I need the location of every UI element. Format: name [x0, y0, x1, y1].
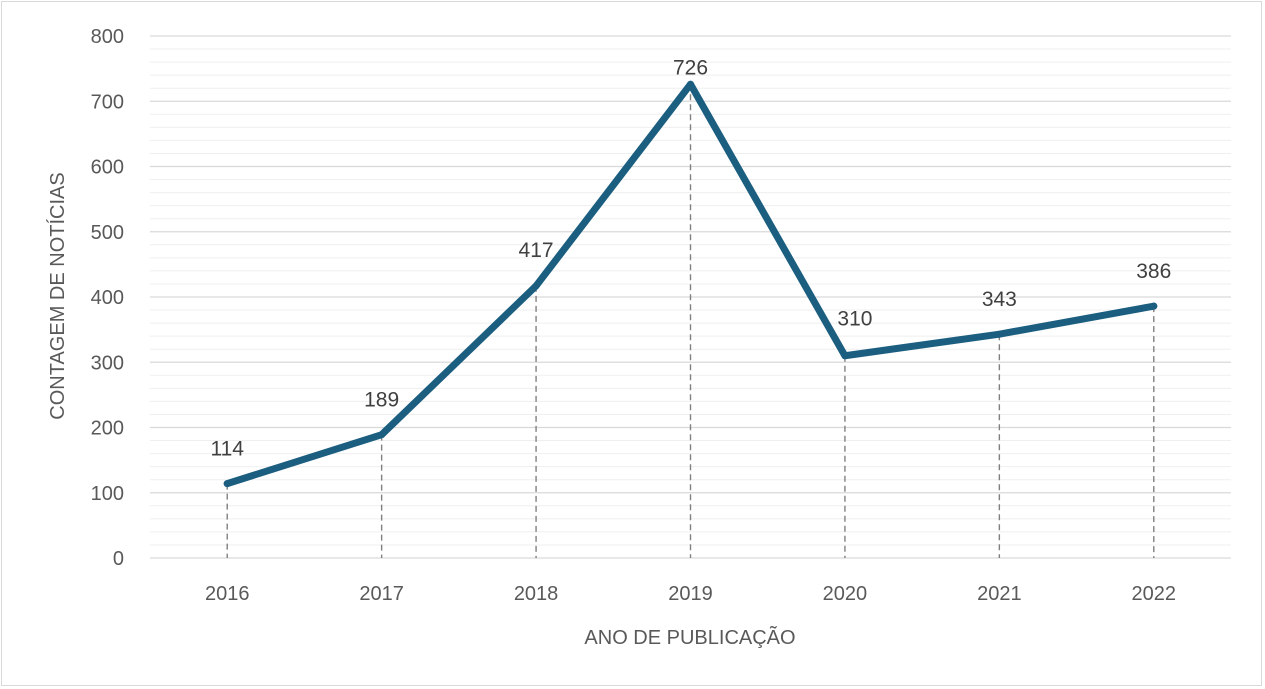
data-point	[223, 480, 231, 488]
x-tick-label: 2021	[977, 583, 1022, 605]
data-point	[532, 282, 540, 290]
data-label: 343	[982, 288, 1017, 311]
x-axis-ticks: 2016 2017 2018 2019 2020 2021 2022	[205, 583, 1176, 605]
x-tick-label: 2018	[514, 583, 559, 605]
data-labels: 114 189 417 726 310 343 386	[210, 56, 1171, 460]
x-axis-title: ANO DE PUBLICAÇÃO	[584, 625, 795, 649]
data-label: 114	[210, 438, 244, 461]
data-label: 189	[364, 389, 399, 412]
data-label: 417	[519, 239, 554, 262]
y-axis-ticks: 0 100 200 300 400 500 600 700 800	[91, 26, 124, 570]
x-tick-label: 2017	[359, 583, 404, 605]
series-layer	[223, 80, 1158, 488]
y-tick-label: 300	[91, 352, 124, 374]
y-axis-title: CONTAGEM DE NOTÍCIAS	[46, 172, 69, 419]
x-tick-label: 2022	[1132, 583, 1177, 605]
data-point	[1150, 302, 1158, 310]
y-tick-label: 500	[91, 222, 124, 244]
y-tick-label: 800	[91, 26, 124, 48]
y-tick-label: 600	[91, 157, 124, 179]
data-label: 726	[673, 56, 708, 79]
y-tick-label: 700	[91, 91, 124, 113]
data-point	[841, 352, 849, 360]
x-tick-label: 2016	[205, 583, 250, 605]
drop-lines	[226, 84, 1155, 558]
data-label: 386	[1136, 260, 1171, 283]
x-tick-label: 2020	[823, 583, 868, 605]
data-point	[995, 330, 1003, 338]
data-point	[378, 431, 386, 439]
x-tick-label: 2019	[668, 583, 713, 605]
data-point	[687, 80, 694, 88]
y-tick-label: 100	[91, 483, 124, 505]
y-tick-label: 200	[91, 418, 124, 440]
y-tick-label: 400	[91, 287, 124, 309]
y-tick-label: 0	[113, 548, 124, 570]
data-label: 310	[837, 308, 872, 331]
